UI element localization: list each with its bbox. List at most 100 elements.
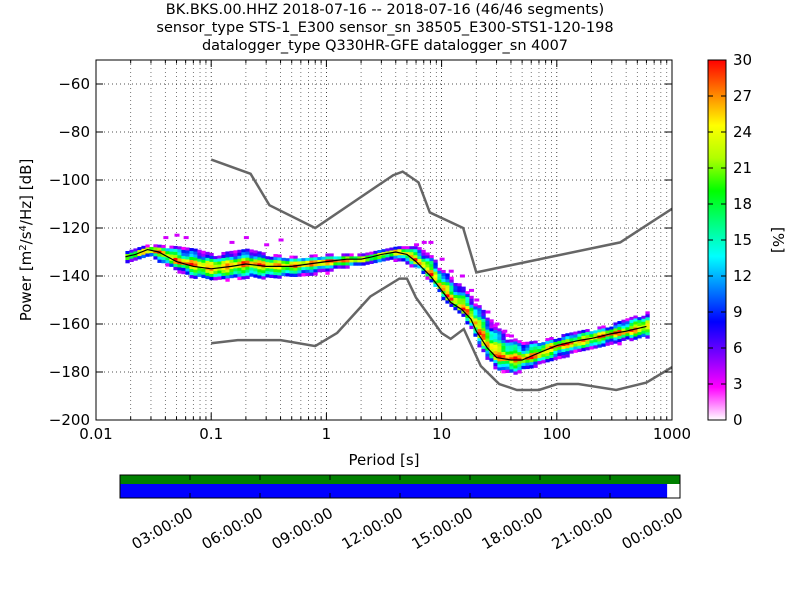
psd-cell: [597, 338, 602, 342]
psd-outlier-cell: [174, 233, 180, 237]
psd-cell: [517, 361, 522, 365]
psd-cell: [277, 269, 282, 273]
psd-cell: [477, 344, 482, 348]
psd-cell: [245, 254, 250, 258]
psd-cell: [605, 336, 610, 340]
psd-cell: [325, 253, 330, 257]
psd-cell: [217, 261, 222, 265]
psd-cell: [453, 291, 458, 296]
psd-cell: [433, 277, 438, 281]
psd-cell: [501, 337, 506, 341]
psd-cell: [621, 325, 626, 329]
psd-cell: [565, 354, 570, 358]
psd-cell: [437, 267, 442, 272]
psd-cell: [153, 256, 158, 260]
psd-cell: [481, 327, 486, 332]
psd-cell: [421, 255, 426, 260]
psd-cell: [517, 340, 522, 344]
psd-cell: [169, 260, 174, 264]
psd-cell: [473, 318, 478, 322]
psd-cell: [345, 265, 350, 269]
psd-cell: [433, 265, 438, 269]
psd-cell: [513, 356, 518, 360]
psd-cell: [449, 279, 454, 283]
psd-cell: [461, 286, 466, 290]
psd-cell: [485, 350, 490, 354]
psd-cell: [493, 327, 498, 331]
psd-cell: [177, 264, 182, 268]
psd-cell: [221, 257, 226, 262]
psd-cell: [549, 348, 554, 353]
psd-cell: [577, 333, 582, 338]
psd-cell: [253, 271, 258, 275]
psd-cell: [529, 341, 534, 345]
coverage-bar-blue: [120, 484, 668, 498]
psd-cell: [205, 251, 210, 256]
psd-cell: [549, 357, 554, 362]
psd-cell: [425, 267, 430, 271]
psd-cell: [213, 262, 218, 266]
psd-cell: [413, 261, 418, 265]
psd-cell: [505, 351, 510, 355]
psd-cell: [617, 330, 622, 334]
psd-cell: [573, 331, 578, 335]
psd-cell: [525, 365, 530, 370]
colorbar-tick-label: 27: [733, 87, 752, 105]
psd-cell: [265, 256, 270, 260]
psd-cell: [497, 352, 502, 356]
psd-cell: [573, 349, 578, 353]
psd-cell: [197, 267, 202, 271]
psd-cell: [645, 323, 650, 327]
psd-cell: [285, 267, 290, 271]
psd-cell: [161, 247, 166, 252]
psd-cell: [565, 348, 570, 352]
psd-cell: [525, 356, 530, 361]
psd-cell: [501, 358, 506, 362]
psd-cell: [361, 256, 366, 260]
x-axis-label: Period [s]: [348, 451, 419, 469]
psd-cell: [157, 256, 162, 260]
psd-cell: [557, 337, 562, 342]
psd-cell: [449, 276, 454, 280]
psd-cell: [525, 344, 530, 349]
psd-cell: [209, 267, 214, 272]
psd-cell: [221, 263, 226, 268]
psd-cell: [301, 261, 306, 265]
psd-cell: [505, 354, 510, 358]
psd-cell: [513, 368, 518, 372]
psd-cell: [553, 341, 558, 346]
psd-cell: [369, 251, 374, 255]
psd-cell: [645, 335, 650, 339]
psd-cell: [493, 342, 498, 346]
psd-cell: [141, 251, 146, 256]
psd-cell: [241, 255, 246, 259]
psd-cell: [165, 257, 170, 261]
psd-cell: [477, 323, 482, 327]
psd-cell: [465, 297, 470, 301]
psd-cell: [237, 252, 242, 257]
psd-cell: [561, 346, 566, 350]
psd-cell: [477, 305, 482, 309]
psd-cell: [365, 255, 370, 259]
psd-cell: [405, 246, 410, 250]
psd-cell: [461, 301, 466, 305]
psd-cell: [357, 262, 362, 266]
psd-cell: [361, 259, 366, 263]
psd-cell: [457, 298, 462, 302]
psd-cell: [317, 266, 322, 270]
psd-cell: [265, 274, 270, 278]
psd-cell: [233, 268, 238, 272]
psd-cell: [173, 260, 178, 265]
psd-cell: [461, 307, 466, 311]
psd-cell: [517, 367, 522, 371]
psd-cell: [545, 350, 550, 354]
plot-area-background: [96, 60, 672, 420]
psd-cell: [209, 255, 214, 260]
psd-cell: [301, 273, 306, 277]
psd-cell: [425, 255, 430, 259]
psd-cell: [585, 332, 590, 336]
y-tick-label: −180: [49, 363, 90, 381]
psd-cell: [297, 270, 302, 274]
psd-cell: [517, 352, 522, 356]
psd-outlier-cell: [469, 288, 475, 292]
